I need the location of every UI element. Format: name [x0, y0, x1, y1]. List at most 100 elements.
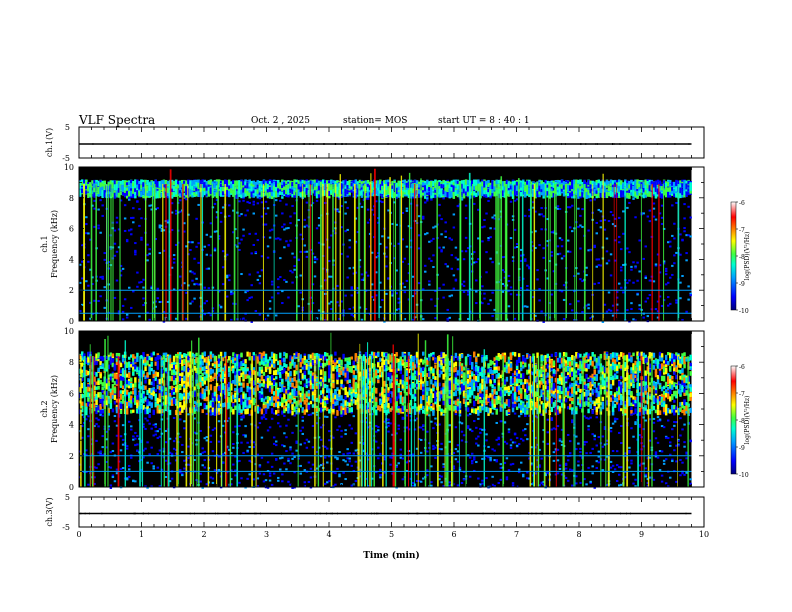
spectral-cell [607, 220, 611, 223]
spectral-cell [185, 317, 188, 320]
spectral-cell [138, 208, 141, 211]
spectral-cell [489, 189, 492, 196]
spectral-cell [242, 187, 245, 194]
spectral-cell [317, 185, 321, 192]
spectral-cell [146, 185, 149, 191]
spectral-cell [281, 302, 284, 305]
spectral-cell [579, 278, 582, 281]
spectral-cell [289, 192, 292, 197]
spectral-cell [352, 191, 356, 197]
spectral-cell [101, 182, 104, 187]
spectral-cell [250, 180, 253, 184]
spectral-cell [524, 259, 527, 262]
spectral-cell [219, 305, 223, 308]
spectral-cell [377, 181, 380, 187]
spectral-cell [152, 196, 155, 199]
spectral-cell [217, 290, 221, 293]
spectral-cell [174, 193, 178, 197]
spectral-cell [462, 180, 466, 185]
spectral-cell [581, 311, 584, 314]
spectral-cell [297, 305, 300, 308]
spectral-cell [360, 183, 364, 189]
spectral-cell [605, 262, 609, 265]
spectral-cell [501, 190, 505, 196]
spectral-cell [195, 282, 198, 285]
spectral-cell [466, 290, 470, 293]
spectral-cell [228, 190, 231, 196]
spectral-cell [226, 187, 229, 194]
spectral-cell [454, 179, 458, 184]
spectral-cell [252, 183, 255, 189]
spectral-cell [211, 307, 215, 310]
spectral-cell [411, 183, 415, 189]
spectral-cell [391, 188, 394, 195]
spectral-cell [352, 306, 356, 309]
spectral-cell [430, 298, 433, 301]
spectral-cell [317, 241, 321, 244]
spectral-cell [324, 279, 327, 282]
spectral-cell [383, 180, 386, 184]
spectral-cell [356, 181, 360, 185]
spectral-cell [346, 185, 349, 189]
spectral-cell [79, 309, 82, 312]
spectral-cell [395, 192, 398, 197]
spectral-cell [397, 185, 400, 191]
spectral-cell [571, 230, 574, 233]
spectral-cell [462, 284, 466, 287]
spectral-cell [146, 243, 149, 246]
spectral-cell [240, 238, 243, 241]
spectral-cell [507, 305, 511, 308]
spectral-cell [317, 224, 321, 227]
spectral-cell [293, 256, 296, 259]
spectral-cell [458, 181, 462, 186]
spectral-cell [448, 316, 451, 319]
spectral-cell [352, 315, 356, 318]
spectral-cell [266, 245, 270, 248]
spectral-cell [356, 184, 360, 189]
spectral-cell [556, 205, 560, 208]
spectral-cell [473, 191, 476, 196]
spectral-cell [428, 257, 431, 260]
spectral-cell [146, 189, 149, 195]
spectral-cell [397, 297, 400, 300]
spectral-cell [130, 190, 133, 197]
spectral-cell [142, 182, 145, 188]
spectral-cell [228, 187, 231, 193]
spectral-cell [266, 192, 270, 199]
spectral-cell [223, 179, 227, 185]
spectral-cell [303, 183, 307, 189]
start-time-label: start UT = 8 : 40 : 1 [438, 116, 530, 126]
spectral-cell [256, 202, 260, 205]
spectral-cell [491, 291, 494, 294]
spectral-cell [99, 199, 102, 202]
spectral-cell [285, 184, 288, 188]
spectral-cell [87, 192, 90, 199]
spectral-cell [97, 180, 100, 187]
spectral-cell [252, 180, 255, 185]
spectral-cell [215, 181, 219, 185]
spectral-cell [152, 307, 155, 310]
spectral-cell [254, 192, 258, 196]
spectral-cell [303, 244, 307, 247]
spectral-cell [620, 286, 623, 289]
spectral-cell [336, 284, 339, 287]
spectral-cell [266, 207, 270, 210]
spectral-cell [444, 263, 447, 266]
spectral-cell [428, 183, 431, 189]
spectral-cell [293, 179, 296, 185]
spectral-cell [254, 181, 258, 188]
spectral-cell [620, 266, 623, 269]
spectral-cell [507, 185, 511, 191]
spectral-cell [207, 267, 211, 270]
spectral-cell [303, 225, 307, 228]
spectral-cell [213, 249, 217, 252]
spectral-cell [134, 181, 137, 188]
spectral-cell [511, 190, 515, 195]
spectral-cell [221, 266, 225, 269]
spectral-cell [142, 278, 145, 281]
spectral-cell [236, 237, 239, 240]
spectral-cell [587, 229, 590, 232]
spectral-cell [315, 227, 319, 230]
spectral-cell [417, 191, 421, 198]
